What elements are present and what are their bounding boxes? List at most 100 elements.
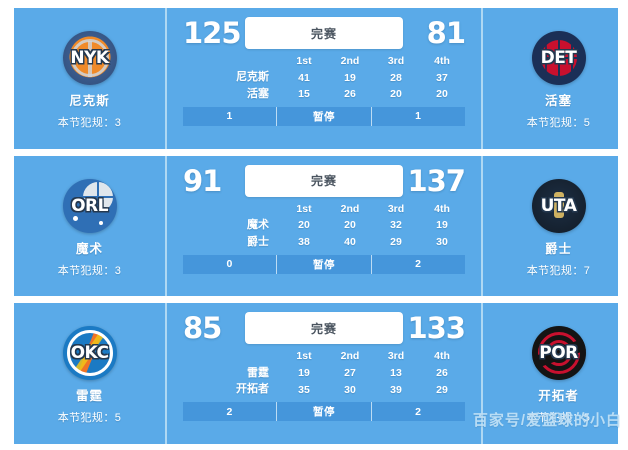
quarter-value: 38 bbox=[298, 236, 310, 249]
game-card[interactable]: NYK 尼克斯 本节犯规：3 125 完赛 81 1st 2nd 3rd 4th bbox=[14, 8, 618, 149]
home-timeouts: 1 bbox=[415, 110, 422, 123]
team-fouls: 本节犯规：3 bbox=[57, 264, 122, 277]
away-team-panel[interactable]: ORL 魔术 本节犯规：3 bbox=[14, 155, 167, 297]
quarter-value: 30 bbox=[436, 236, 448, 249]
quarter-header-4: 4th bbox=[434, 350, 450, 363]
away-quarter-row: 雷霆 19 27 13 26 bbox=[183, 365, 465, 382]
team-abbr: POR bbox=[539, 343, 578, 364]
quarter-header-1: 1st bbox=[296, 202, 312, 215]
team-name: 尼克斯 bbox=[69, 93, 110, 108]
quarter-header-3: 3rd bbox=[387, 55, 405, 67]
quarter-value: 37 bbox=[436, 71, 448, 84]
nyk-team-logo-icon: NYK bbox=[62, 30, 117, 85]
away-timeouts: 0 bbox=[183, 254, 278, 274]
team-name: 活塞 bbox=[544, 93, 572, 108]
uta-team-logo-icon: UTA bbox=[531, 178, 586, 233]
quarter-header-1: 1st bbox=[296, 350, 312, 363]
away-team-panel[interactable]: NYK 尼克斯 本节犯规：3 bbox=[14, 8, 167, 149]
score-row: 85 完赛 133 bbox=[183, 310, 466, 346]
quarter-header-2: 2nd bbox=[340, 55, 360, 67]
okc-team-logo-icon: OKC bbox=[62, 326, 117, 381]
quarter-header-4: 4th bbox=[434, 55, 450, 67]
home-quarter-row: 开拓者 35 30 39 29 bbox=[183, 381, 465, 398]
game-status-badge: 完赛 bbox=[245, 312, 403, 345]
team-name: 魔术 bbox=[75, 241, 103, 256]
quarter-value: 29 bbox=[390, 236, 402, 249]
quarter-value: 29 bbox=[436, 383, 448, 396]
timeout-bar: 2 暂停 2 bbox=[183, 402, 465, 422]
quarter-value: 40 bbox=[344, 236, 356, 249]
away-score: 85 bbox=[183, 311, 222, 346]
orl-team-logo-icon: ORL bbox=[62, 178, 117, 233]
quarter-header-blank bbox=[183, 348, 281, 364]
row-team-name: 尼克斯 bbox=[236, 71, 269, 84]
timeout-label: 暂停 bbox=[277, 402, 372, 422]
quarter-value: 26 bbox=[344, 88, 356, 101]
quarter-score-table: 1st 2nd 3rd 4th 魔术 20 20 32 19 爵士 38 40 … bbox=[183, 201, 465, 251]
team-abbr: OKC bbox=[70, 343, 109, 364]
quarter-value: 13 bbox=[390, 366, 402, 379]
det-team-logo-icon: DET bbox=[531, 30, 586, 85]
score-row: 91 完赛 137 bbox=[183, 163, 466, 199]
home-score: 81 bbox=[426, 16, 466, 50]
score-panel: 85 完赛 133 1st 2nd 3rd 4th 雷霆 19 27 13 26 bbox=[167, 303, 481, 444]
team-fouls: 本节犯规：5 bbox=[57, 412, 122, 425]
quarter-header-3: 3rd bbox=[387, 350, 405, 363]
score-panel: 125 完赛 81 1st 2nd 3rd 4th 尼克斯 41 19 28 3… bbox=[167, 8, 481, 149]
team-name: 开拓者 bbox=[538, 389, 579, 404]
quarter-value: 15 bbox=[298, 88, 310, 101]
quarter-header-blank bbox=[183, 201, 281, 217]
quarter-score-table: 1st 2nd 3rd 4th 雷霆 19 27 13 26 开拓者 35 30… bbox=[183, 348, 465, 398]
away-quarter-row: 尼克斯 41 19 28 37 bbox=[183, 69, 465, 86]
quarter-value: 35 bbox=[298, 383, 310, 396]
home-score: 133 bbox=[407, 311, 466, 346]
row-team-name: 爵士 bbox=[247, 235, 269, 248]
team-fouls: 本节犯规：7 bbox=[526, 264, 591, 277]
home-quarter-row: 活塞 15 26 20 20 bbox=[183, 86, 465, 103]
home-timeouts: 2 bbox=[415, 405, 422, 418]
quarter-value: 19 bbox=[344, 71, 356, 84]
team-abbr: ORL bbox=[71, 195, 108, 216]
quarter-value: 20 bbox=[390, 88, 402, 101]
score-row: 125 完赛 81 bbox=[183, 15, 466, 51]
game-status-badge: 完赛 bbox=[245, 17, 403, 49]
quarter-value: 32 bbox=[390, 219, 402, 232]
quarter-value: 19 bbox=[436, 219, 448, 232]
home-team-panel[interactable]: DET 活塞 本节犯规：5 bbox=[481, 8, 628, 149]
team-name: 爵士 bbox=[544, 241, 572, 256]
home-team-panel[interactable]: POR 开拓者 本节犯规：5 bbox=[481, 303, 628, 445]
row-team-name: 雷霆 bbox=[247, 366, 269, 379]
quarter-value: 19 bbox=[298, 366, 310, 379]
game-card[interactable]: OKC 雷霆 本节犯规：5 85 完赛 133 1st 2nd 3rd 4th bbox=[14, 303, 618, 445]
quarter-value: 26 bbox=[436, 366, 448, 379]
quarter-header-blank bbox=[183, 53, 281, 69]
away-score: 125 bbox=[183, 16, 242, 50]
team-abbr: NYK bbox=[70, 47, 109, 68]
home-score: 137 bbox=[407, 163, 466, 198]
game-card[interactable]: ORL 魔术 本节犯规：3 91 完赛 137 1st 2nd 3rd 4th bbox=[14, 155, 618, 297]
timeout-bar: 0 暂停 2 bbox=[183, 254, 465, 274]
quarter-value: 30 bbox=[344, 383, 356, 396]
home-timeouts: 2 bbox=[415, 258, 422, 271]
away-timeouts: 2 bbox=[183, 402, 278, 422]
row-team-name: 魔术 bbox=[247, 218, 269, 231]
quarter-score-table: 1st 2nd 3rd 4th 尼克斯 41 19 28 37 活塞 15 26… bbox=[183, 53, 465, 103]
timeout-bar: 1 暂停 1 bbox=[183, 106, 465, 126]
quarter-value: 20 bbox=[298, 219, 310, 232]
quarter-header-2: 2nd bbox=[340, 202, 360, 215]
away-team-panel[interactable]: OKC 雷霆 本节犯规：5 bbox=[14, 303, 167, 445]
quarter-header-row: 1st 2nd 3rd 4th bbox=[183, 348, 465, 364]
por-team-logo-icon: POR bbox=[531, 326, 586, 381]
quarter-header-2: 2nd bbox=[340, 350, 360, 363]
away-quarter-row: 魔术 20 20 32 19 bbox=[183, 217, 465, 234]
home-team-panel[interactable]: UTA 爵士 本节犯规：7 bbox=[481, 155, 628, 297]
team-abbr: UTA bbox=[540, 195, 577, 216]
score-panel: 91 完赛 137 1st 2nd 3rd 4th 魔术 20 20 32 19 bbox=[167, 156, 481, 297]
quarter-header-row: 1st 2nd 3rd 4th bbox=[183, 53, 465, 69]
quarter-value: 20 bbox=[436, 88, 448, 101]
quarter-value: 20 bbox=[344, 219, 356, 232]
away-score: 91 bbox=[183, 163, 222, 198]
quarter-value: 28 bbox=[390, 71, 402, 84]
quarter-header-3: 3rd bbox=[387, 202, 405, 215]
